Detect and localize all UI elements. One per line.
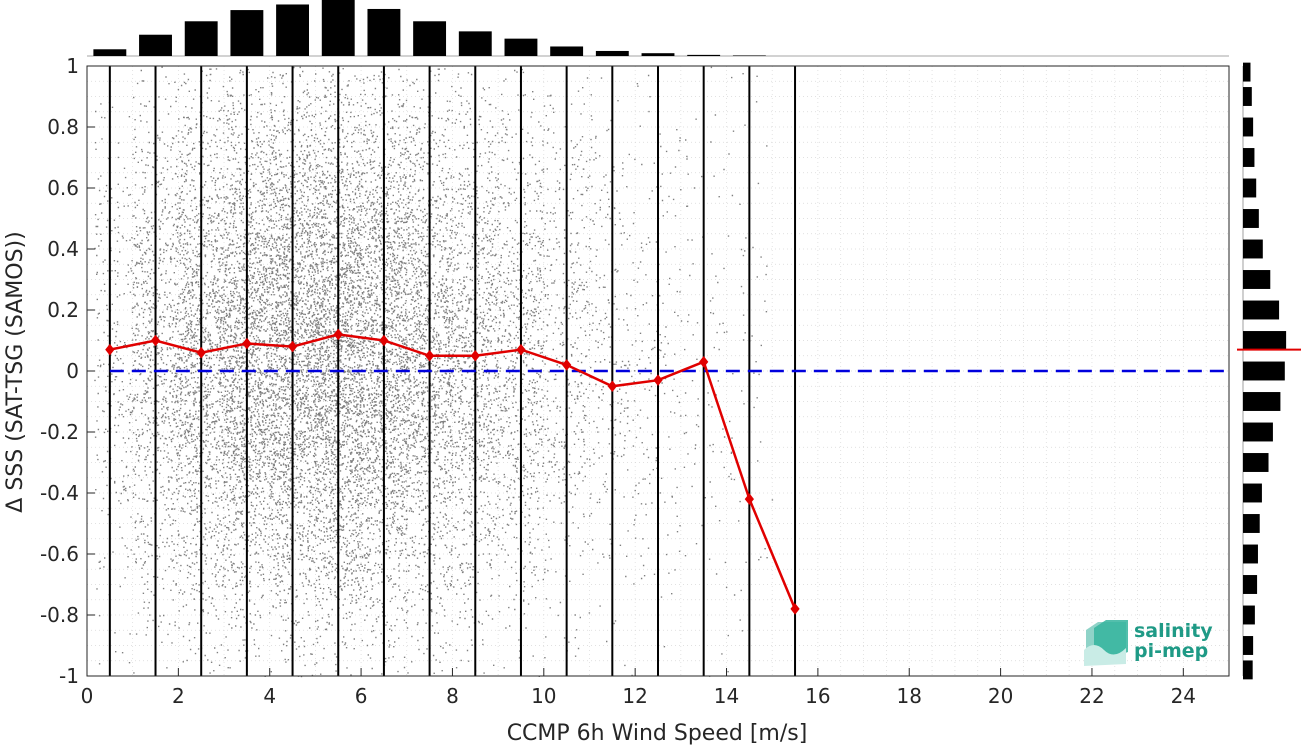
y-tick-label: 0.8 xyxy=(47,115,79,139)
y-tick-label: -0.2 xyxy=(40,420,79,444)
top-histogram-bar xyxy=(367,8,401,57)
mean-marker xyxy=(744,493,755,505)
mean-marker xyxy=(607,380,617,393)
y-tick-label: 1 xyxy=(66,54,79,78)
right-histogram xyxy=(1237,62,1301,680)
mean-marker xyxy=(790,603,800,615)
top-histogram xyxy=(87,0,1229,57)
top-histogram-bar xyxy=(504,38,538,56)
y-tick-label: 0.2 xyxy=(47,298,79,322)
logo-line-2: pi-mep xyxy=(1134,640,1209,662)
right-histogram-bar xyxy=(1243,392,1281,411)
x-tick-label: 18 xyxy=(897,684,922,708)
y-tick-label: 0.6 xyxy=(47,176,79,200)
waves-icon xyxy=(1084,620,1128,666)
x-tick-label: 20 xyxy=(988,684,1013,708)
binned-mean-line xyxy=(105,328,800,615)
right-histogram-bar xyxy=(1243,361,1285,381)
top-histogram-bar xyxy=(139,34,172,56)
scatter-points xyxy=(94,66,774,678)
mean-marker xyxy=(561,359,572,371)
y-tick-label: -0.8 xyxy=(40,603,79,627)
y-tick-label: 0 xyxy=(66,359,79,383)
top-histogram-bar xyxy=(184,21,218,57)
x-tick-label: 2 xyxy=(172,684,185,708)
right-histogram-bar xyxy=(1243,209,1259,228)
x-tick-label: 22 xyxy=(1079,684,1104,708)
right-histogram-bar xyxy=(1243,270,1271,289)
right-histogram-bar xyxy=(1243,660,1253,680)
right-histogram-bar xyxy=(1243,422,1273,442)
right-histogram-bar xyxy=(1243,62,1251,82)
x-tick-label: 4 xyxy=(263,684,276,708)
x-tick-label: 0 xyxy=(81,684,94,708)
y-axis-ticks: -1 -0.8 -0.6 -0.4 -0.2 0 0.2 0.4 0.6 0.8 1 xyxy=(40,54,95,688)
mean-marker xyxy=(242,337,252,350)
right-histogram-bar xyxy=(1243,605,1255,625)
right-histogram-bar xyxy=(1243,117,1254,137)
top-histogram-bar xyxy=(276,4,310,57)
top-histogram-bar xyxy=(230,10,264,56)
x-tick-label: 8 xyxy=(446,684,459,708)
mean-marker xyxy=(653,374,663,386)
right-histogram-bar xyxy=(1243,453,1269,472)
x-axis-label: CCMP 6h Wind Speed [m/s] xyxy=(507,721,808,746)
x-tick-label: 6 xyxy=(355,684,368,708)
top-histogram-bar xyxy=(413,21,447,57)
mean-marker xyxy=(516,343,526,356)
mean-marker xyxy=(105,343,115,356)
mean-marker xyxy=(196,346,206,359)
x-tick-label: 16 xyxy=(805,684,830,708)
top-histogram-bar xyxy=(595,50,629,56)
top-histogram-bar xyxy=(321,0,355,56)
right-histogram-bar xyxy=(1243,239,1263,259)
mean-marker xyxy=(287,340,298,353)
right-histogram-bar xyxy=(1243,178,1257,198)
logo-line-1: salinity xyxy=(1134,620,1213,642)
right-histogram-bar xyxy=(1243,148,1255,167)
x-tick-label: 24 xyxy=(1171,684,1196,708)
mean-marker xyxy=(379,334,389,347)
top-histogram-bar xyxy=(93,49,127,56)
mean-line xyxy=(109,333,797,610)
x-tick-label: 10 xyxy=(531,684,556,708)
top-histogram-bar xyxy=(550,46,584,56)
top-histogram-bar xyxy=(458,31,492,56)
mean-marker xyxy=(424,349,435,362)
right-histogram-bar xyxy=(1243,87,1252,106)
top-histogram-bar xyxy=(687,54,721,56)
right-histogram-bar xyxy=(1243,575,1258,594)
right-histogram-bar xyxy=(1243,514,1260,533)
y-tick-label: 0.4 xyxy=(47,237,79,261)
y-tick-label: -1 xyxy=(59,664,79,688)
mean-marker xyxy=(333,328,343,341)
right-histogram-bar xyxy=(1243,331,1287,350)
right-histogram-bar xyxy=(1243,544,1258,564)
right-histogram-bar xyxy=(1243,483,1262,503)
top-histogram-bar xyxy=(732,55,766,56)
scatter-point-cloud xyxy=(94,66,774,678)
top-histogram-bar xyxy=(641,53,675,56)
x-axis-ticks: 0 2 4 6 8 10 12 14 16 18 20 22 24 xyxy=(81,668,1196,708)
x-tick-label: 12 xyxy=(622,684,647,708)
salinity-pi-mep-logo: salinity pi-mep xyxy=(1082,616,1217,668)
x-tick-label: 14 xyxy=(714,684,739,708)
right-histogram-bar xyxy=(1243,636,1254,655)
mean-marker xyxy=(150,334,161,347)
mean-marker xyxy=(699,356,709,368)
right-histogram-bar xyxy=(1243,300,1280,320)
y-tick-label: -0.4 xyxy=(40,481,79,505)
y-tick-label: -0.6 xyxy=(40,542,79,566)
y-axis-label: Δ SSS (SAT-TSG (SAMOS)) xyxy=(3,231,28,512)
mean-marker xyxy=(470,349,480,362)
